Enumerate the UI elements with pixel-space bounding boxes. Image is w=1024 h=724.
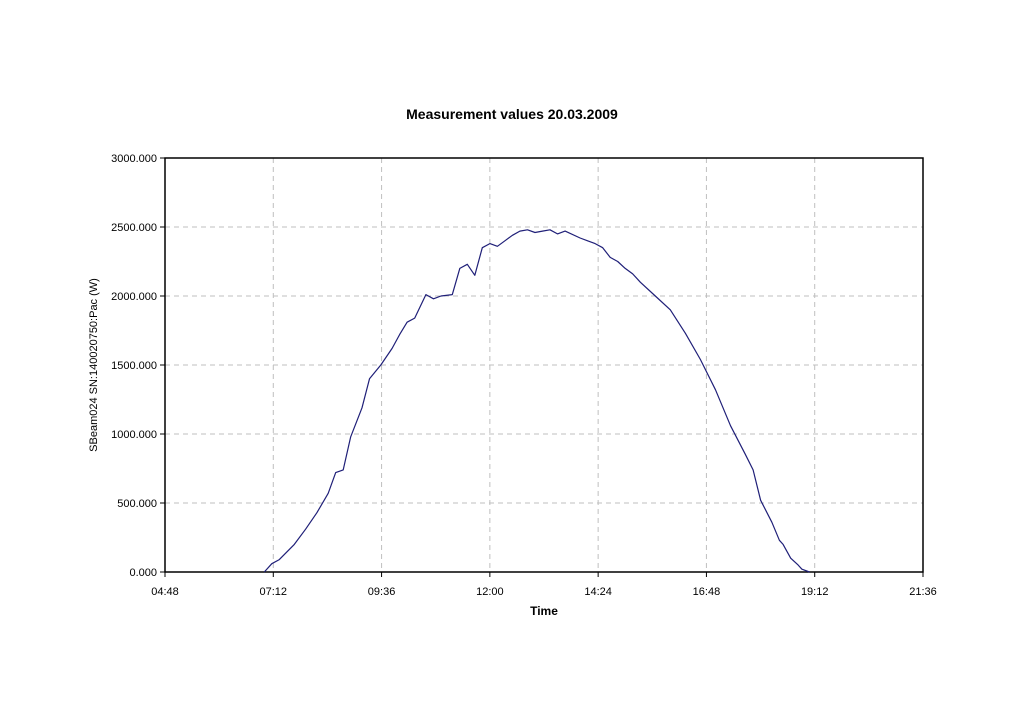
y-tick-label: 0.000	[129, 567, 157, 579]
y-tick-label: 500.000	[117, 498, 157, 510]
y-tick-label: 1500.000	[111, 360, 157, 372]
x-axis-ticks: 04:48 07:12 09:36 12:00 14:24 16:48 19:12 21:36	[151, 572, 937, 598]
x-tick-label: 12:00	[476, 586, 504, 598]
x-tick-label: 09:36	[368, 586, 396, 598]
y-tick-label: 3000.000	[111, 153, 157, 165]
x-tick-label: 19:12	[801, 586, 829, 598]
y-tick-label: 1000.000	[111, 429, 157, 441]
x-tick-label: 21:36	[909, 586, 937, 598]
series-line	[263, 229, 810, 573]
y-axis-ticks: 0.000 500.000 1000.000 1500.000 2000.000 2500…	[111, 153, 165, 579]
grid	[165, 158, 923, 572]
y-axis-label: SBeam024 SN:140020750:Pac (W)	[88, 278, 100, 452]
y-tick-label: 2500.000	[111, 222, 157, 234]
series-layer	[263, 229, 810, 573]
chart-title: Measurement values 20.03.2009	[406, 106, 618, 122]
x-axis-label: Time	[530, 604, 558, 618]
y-tick-label: 2000.000	[111, 291, 157, 303]
x-tick-label: 04:48	[151, 586, 179, 598]
x-tick-label: 16:48	[693, 586, 721, 598]
x-tick-label: 14:24	[584, 586, 612, 598]
x-tick-label: 07:12	[260, 586, 288, 598]
